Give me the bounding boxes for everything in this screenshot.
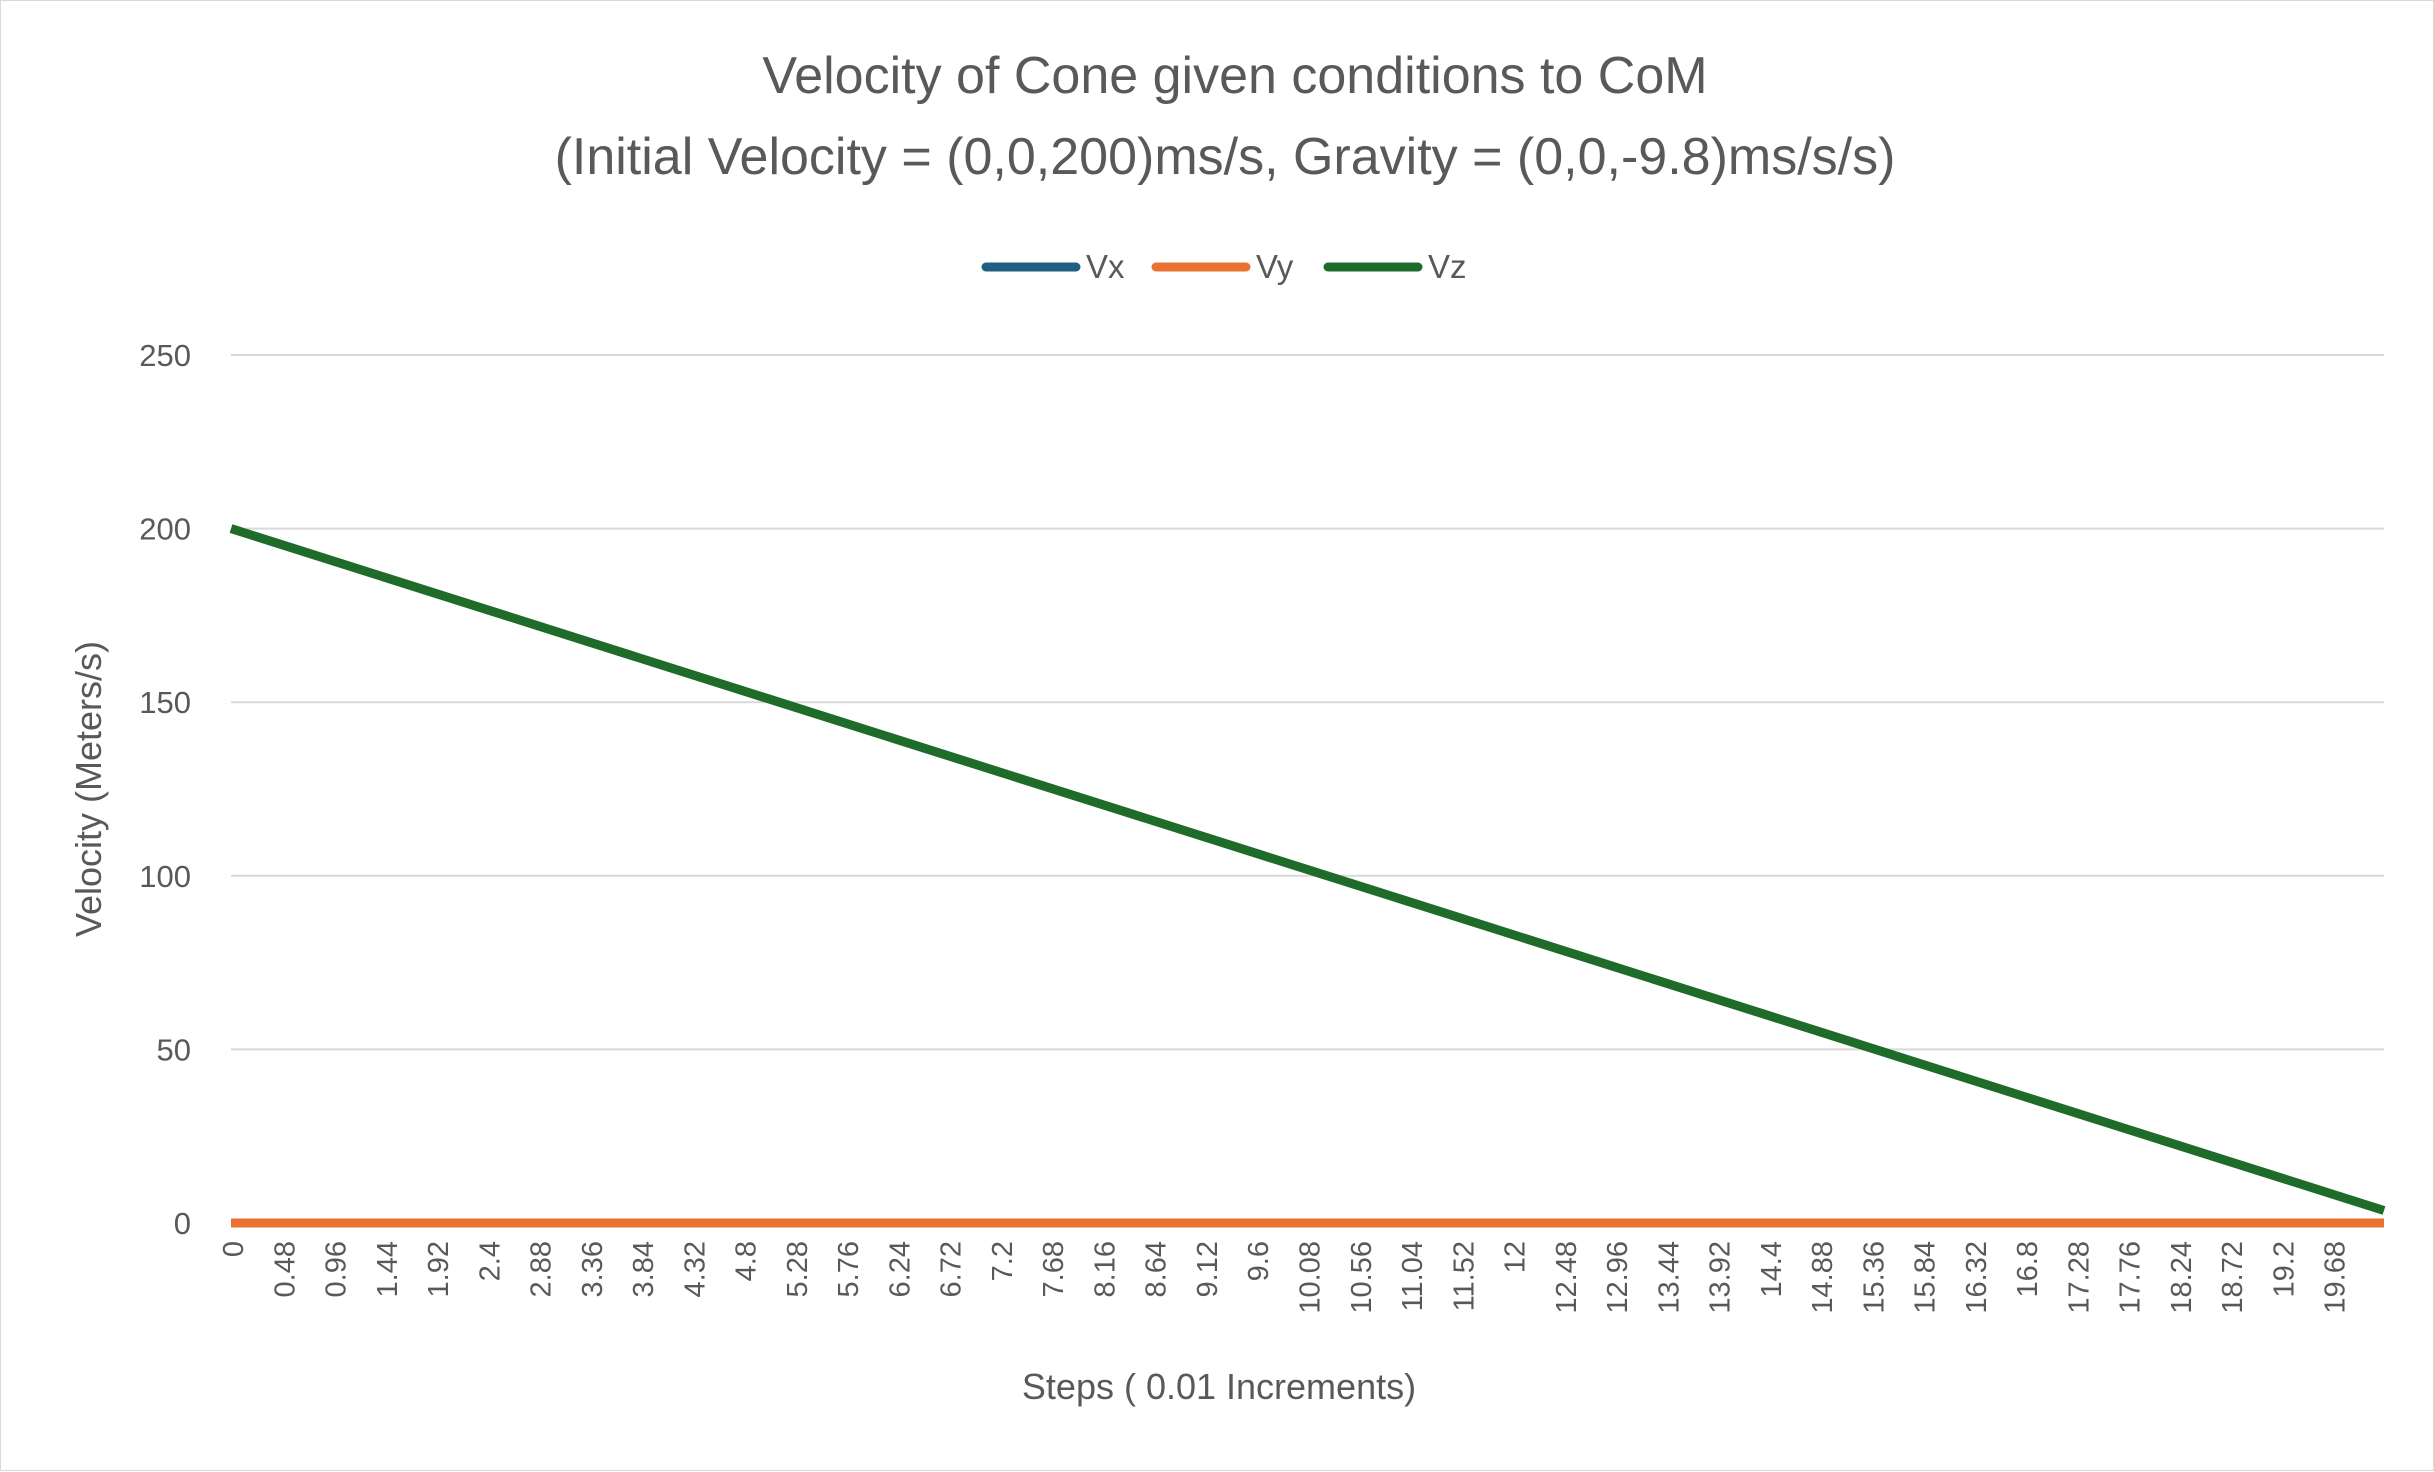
x-tick-label: 4.8 [731, 1241, 763, 1281]
x-tick-label: 9.12 [1192, 1241, 1224, 1297]
x-tick-label: 8.16 [1090, 1241, 1122, 1297]
x-tick-label: 17.76 [2115, 1241, 2147, 1314]
legend: Vx Vy Vz [981, 248, 1467, 285]
x-tick-label: 3.84 [628, 1241, 660, 1297]
x-tick-label: 10.08 [1295, 1241, 1327, 1314]
x-tick-label: 10.56 [1346, 1241, 1378, 1314]
x-tick-label: 19.2 [2269, 1241, 2301, 1297]
x-tick-labels: 0 0.48 0.96 1.44 1.92 2.4 2.88 3.36 3.84 4.32 4.8 5… [218, 1241, 2352, 1314]
series-lines [229, 524, 2386, 1228]
x-tick-label: 0 [218, 1241, 250, 1257]
x-tick-label: 14.4 [1756, 1241, 1788, 1297]
legend-label-vy: Vy [1256, 248, 1294, 285]
y-axis-label: Velocity (Meters/s) [68, 641, 109, 937]
y-tick-labels: 0 50 100 150 200 250 [139, 338, 191, 1241]
y-tick-label: 200 [139, 512, 191, 547]
x-tick-label: 0.96 [321, 1241, 353, 1297]
x-tick-label: 5.76 [833, 1241, 865, 1297]
chart-subtitle: (Initial Velocity = (0,0,200)ms/s, Gravi… [555, 128, 1896, 186]
x-tick-label: 8.64 [1141, 1241, 1173, 1297]
legend-label-vz: Vz [1428, 248, 1467, 285]
x-tick-label: 2.4 [474, 1241, 506, 1281]
x-tick-label: 2.88 [526, 1241, 558, 1297]
x-axis-label: Steps ( 0.01 Increments) [1022, 1366, 1416, 1407]
x-tick-label: 7.68 [1038, 1241, 1070, 1297]
x-tick-label: 15.36 [1858, 1241, 1890, 1314]
y-tick-label: 0 [174, 1206, 191, 1241]
y-tick-label: 150 [139, 685, 191, 720]
x-tick-label: 17.28 [2063, 1241, 2095, 1314]
y-tick-label: 50 [157, 1032, 191, 1067]
x-tick-label: 3.36 [577, 1241, 609, 1297]
x-tick-label: 6.72 [936, 1241, 968, 1297]
series-line-vz [229, 524, 2386, 1215]
x-tick-label: 5.28 [782, 1241, 814, 1297]
x-tick-label: 1.92 [423, 1241, 455, 1297]
x-tick-label: 12.48 [1551, 1241, 1583, 1314]
x-tick-label: 13.44 [1653, 1241, 1685, 1314]
x-tick-label: 14.88 [1807, 1241, 1839, 1314]
x-tick-label: 11.52 [1448, 1241, 1480, 1311]
legend-label-vx: Vx [1086, 248, 1125, 285]
x-tick-label: 4.32 [679, 1241, 711, 1297]
x-tick-label: 9.6 [1243, 1241, 1275, 1281]
x-tick-label: 1.44 [372, 1241, 404, 1297]
x-tick-label: 11.04 [1397, 1241, 1429, 1311]
x-tick-label: 19.68 [2320, 1241, 2352, 1314]
x-tick-label: 0.48 [269, 1241, 301, 1297]
x-tick-label: 6.24 [884, 1241, 916, 1297]
x-tick-label: 7.2 [987, 1241, 1019, 1281]
x-tick-label: 15.84 [1910, 1241, 1942, 1314]
chart-title: Velocity of Cone given conditions to CoM [762, 47, 1707, 105]
x-tick-label: 18.24 [2166, 1241, 2198, 1314]
x-tick-label: 12 [1500, 1241, 1532, 1273]
gridlines [231, 354, 2384, 1224]
x-tick-label: 16.32 [1961, 1241, 1993, 1314]
x-tick-label: 16.8 [2012, 1241, 2044, 1297]
y-tick-label: 100 [139, 859, 191, 894]
x-tick-label: 13.92 [1705, 1241, 1737, 1314]
x-tick-label: 12.96 [1602, 1241, 1634, 1314]
x-tick-label: 18.72 [2217, 1241, 2249, 1314]
y-tick-label: 250 [139, 338, 191, 373]
